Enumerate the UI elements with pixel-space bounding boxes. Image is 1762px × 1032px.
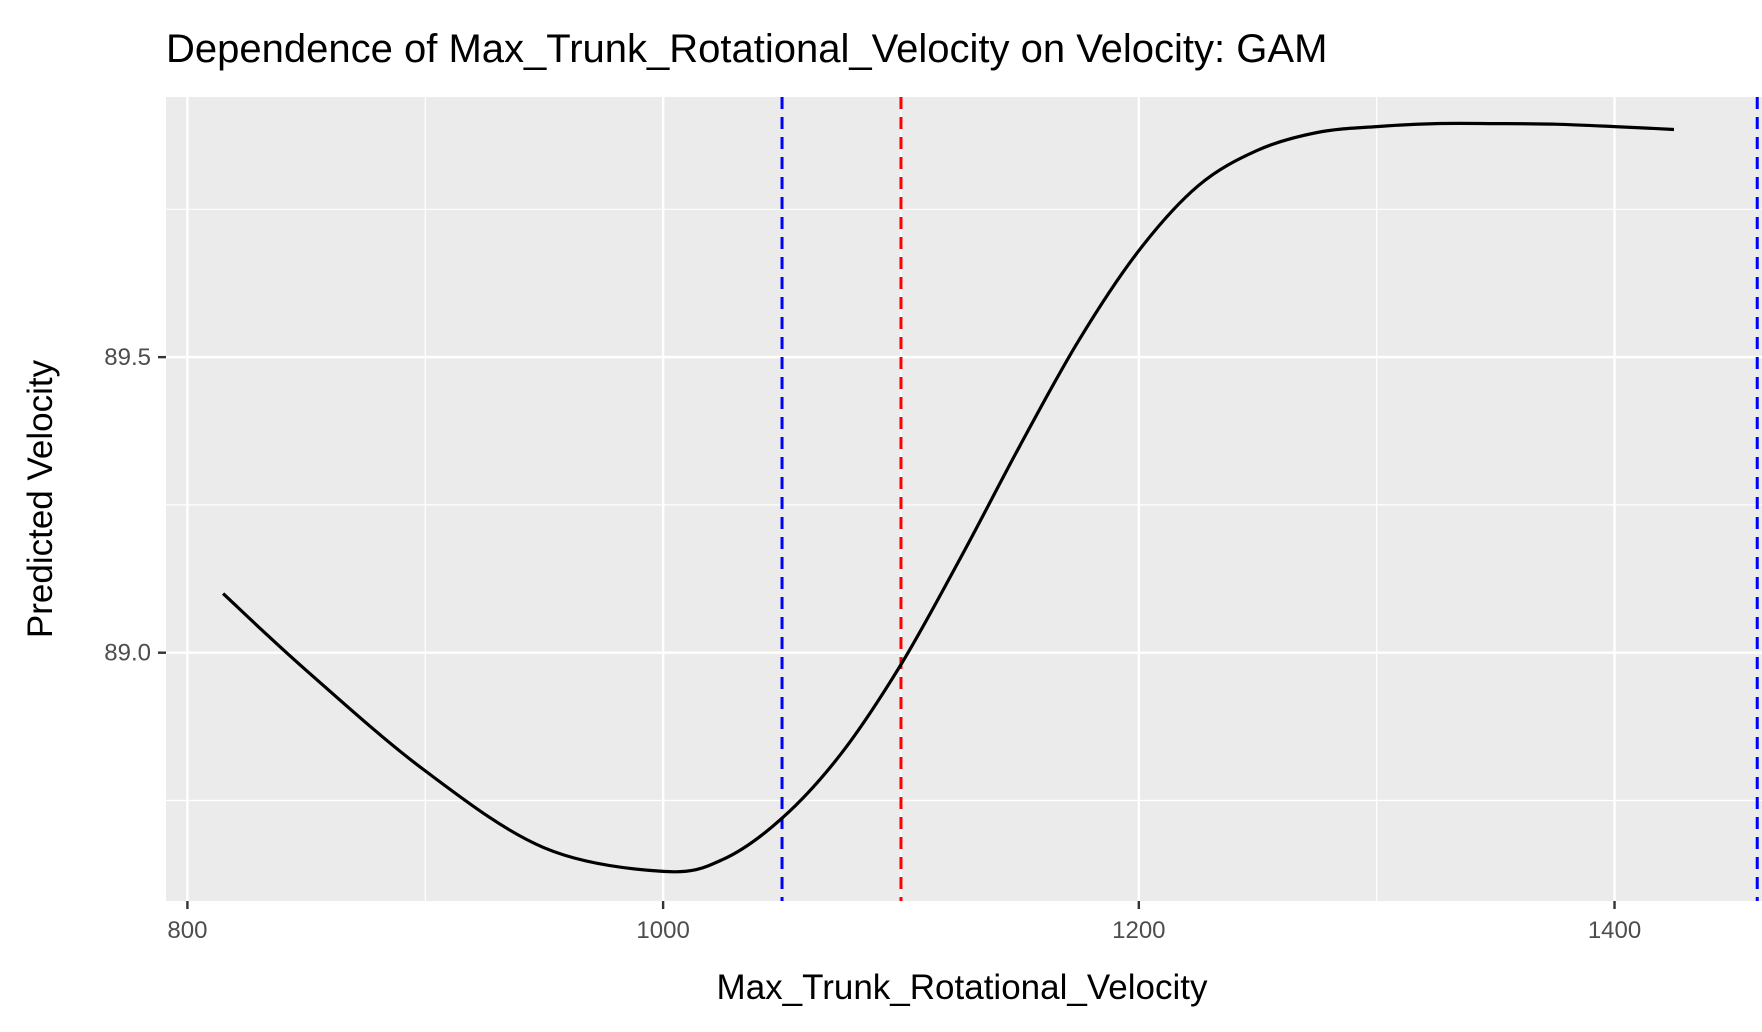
x-tick-label: 800	[167, 917, 207, 944]
y-axis-ticks: 89.0 89.5	[104, 344, 166, 667]
x-tick-label: 1000	[636, 917, 689, 944]
x-tick-label: 1200	[1112, 917, 1165, 944]
reference-lines	[780, 97, 1759, 901]
plot-background	[166, 97, 1762, 901]
y-axis-title: Predicted Velocity	[21, 359, 60, 638]
gam-curve-line	[222, 121, 1675, 874]
x-axis-title: Max_Trunk_Rotational_Velocity	[717, 968, 1208, 1007]
series-group	[222, 121, 1675, 874]
x-tick-label: 1400	[1588, 917, 1641, 944]
y-tick-label: 89.0	[104, 640, 151, 667]
x-axis-ticks: 800 1000 1200 1400	[167, 901, 1641, 944]
major-gridlines	[166, 97, 1762, 901]
minor-gridlines	[166, 97, 1762, 901]
chart-title: Dependence of Max_Trunk_Rotational_Veloc…	[166, 27, 1327, 71]
y-tick-label: 89.5	[104, 344, 151, 371]
